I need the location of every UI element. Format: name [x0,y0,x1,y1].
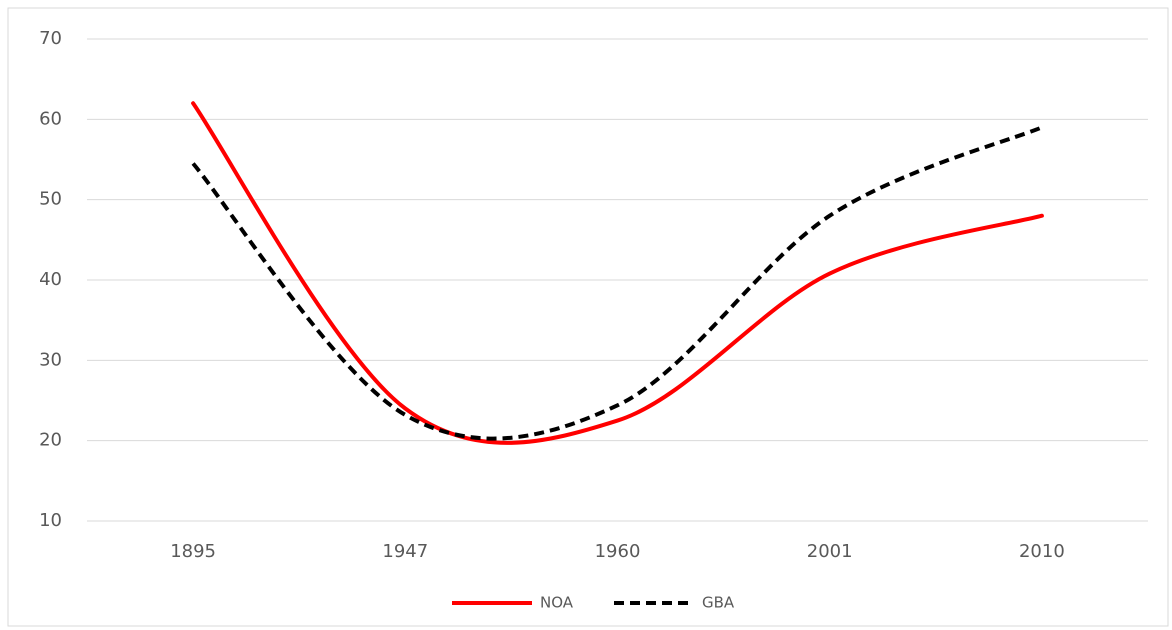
y-tick-label: 40 [39,269,62,290]
series-line [191,125,1043,441]
y-tick-label: 20 [39,430,62,451]
legend-label: NOA [540,594,574,612]
y-tick-label: 70 [39,28,62,49]
x-tick-label: 1960 [595,541,641,562]
legend-label: GBA [702,594,735,612]
x-tick-label: 1947 [382,541,428,562]
x-tick-label: 2001 [807,541,853,562]
x-tick-label: 1895 [170,541,216,562]
y-tick-label: 10 [39,510,62,531]
y-tick-label: 30 [39,349,62,370]
y-tick-label: 60 [39,108,62,129]
x-tick-label: 2010 [1019,541,1065,562]
series-line [191,101,1044,445]
y-tick-label: 50 [39,189,62,210]
chart-frame [7,7,1169,627]
